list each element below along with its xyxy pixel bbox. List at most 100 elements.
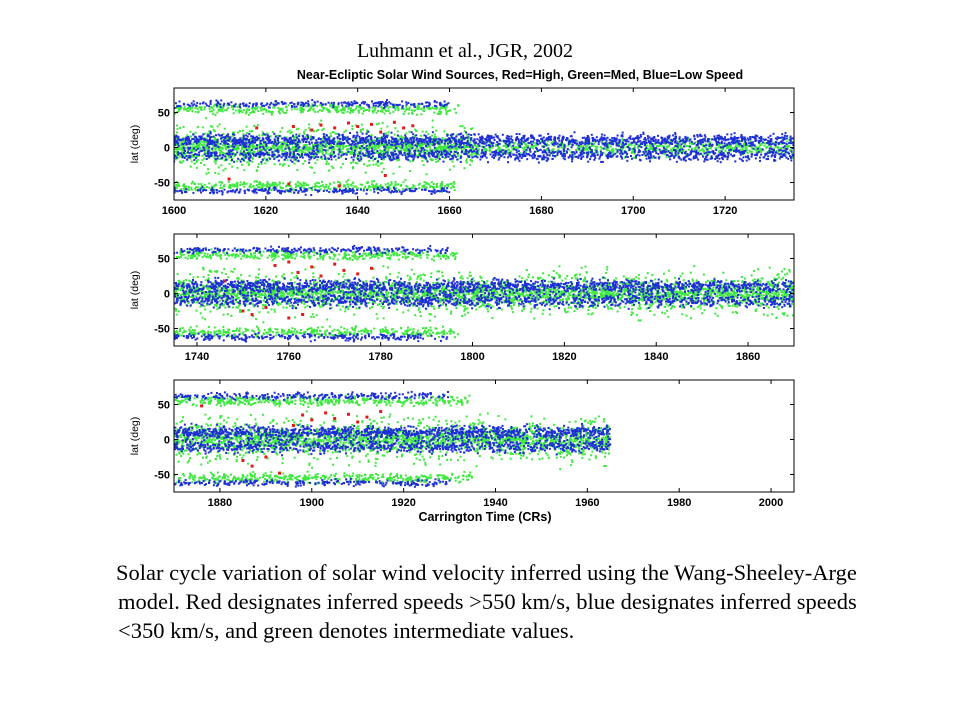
green-point	[438, 108, 441, 111]
green-point	[525, 146, 528, 149]
green-point	[177, 181, 180, 184]
blue-point	[203, 137, 206, 140]
blue-point	[267, 153, 269, 156]
green-point	[450, 187, 453, 189]
green-point	[436, 107, 439, 110]
blue-point	[553, 136, 556, 139]
green-point	[312, 108, 315, 111]
green-point	[182, 108, 185, 111]
blue-point	[560, 139, 563, 142]
blue-point	[724, 136, 726, 139]
blue-point	[581, 136, 584, 139]
blue-point	[770, 155, 773, 158]
blue-point	[185, 155, 188, 157]
blue-point	[376, 141, 379, 144]
blue-point	[638, 136, 641, 139]
green-point	[224, 146, 227, 149]
blue-point	[629, 135, 632, 138]
green-point	[406, 185, 409, 188]
blue-point	[458, 142, 461, 145]
green-point	[268, 151, 270, 154]
green-point	[185, 185, 188, 188]
green-point	[269, 146, 272, 149]
green-point	[632, 157, 635, 159]
green-point	[189, 108, 191, 111]
green-point	[272, 140, 275, 143]
blue-point	[454, 155, 457, 158]
green-point	[394, 127, 397, 130]
green-point	[219, 108, 222, 111]
blue-point	[277, 141, 280, 144]
green-point	[215, 138, 218, 141]
blue-point	[429, 138, 432, 140]
green-point	[265, 185, 268, 188]
green-point	[221, 148, 224, 150]
blue-point	[619, 139, 621, 142]
blue-point	[423, 156, 426, 159]
green-point	[334, 158, 337, 161]
green-point	[457, 144, 460, 147]
green-point	[337, 180, 339, 183]
blue-point	[358, 159, 361, 162]
green-point	[218, 147, 221, 150]
green-point	[282, 149, 285, 152]
blue-point	[414, 153, 416, 155]
green-point	[321, 153, 324, 156]
green-point	[236, 187, 239, 190]
green-point	[257, 163, 260, 166]
blue-point	[654, 148, 657, 150]
blue-point	[432, 151, 435, 154]
green-point	[299, 182, 302, 185]
green-point	[303, 186, 306, 189]
green-point	[398, 189, 400, 191]
green-point	[271, 183, 274, 185]
blue-point	[348, 143, 351, 146]
blue-point	[554, 141, 557, 144]
green-point	[256, 107, 258, 110]
green-point	[253, 187, 256, 190]
blue-point	[378, 152, 381, 155]
green-point	[365, 152, 368, 155]
green-point	[556, 150, 559, 153]
blue-point	[471, 156, 474, 159]
green-point	[366, 129, 369, 132]
green-point	[255, 180, 258, 183]
blue-point	[472, 139, 475, 142]
green-point	[328, 182, 331, 185]
blue-point	[695, 153, 698, 156]
blue-point	[654, 156, 657, 159]
green-point	[779, 147, 782, 150]
blue-point	[542, 136, 545, 139]
blue-point	[769, 140, 772, 143]
green-point	[580, 144, 582, 147]
blue-point	[763, 139, 766, 141]
blue-point	[502, 140, 505, 143]
green-point	[455, 111, 458, 114]
green-point	[378, 144, 381, 147]
blue-point	[485, 141, 488, 144]
blue-point	[440, 150, 443, 153]
blue-point	[693, 157, 696, 159]
blue-point	[265, 144, 268, 147]
green-point	[698, 149, 701, 152]
blue-point	[711, 143, 714, 146]
green-point	[354, 162, 357, 164]
blue-point	[615, 141, 618, 144]
green-point	[452, 165, 455, 168]
green-point	[451, 144, 454, 147]
green-point	[279, 130, 282, 133]
green-point	[682, 150, 685, 153]
blue-point	[693, 150, 696, 153]
blue-point	[467, 133, 470, 136]
blue-point	[501, 133, 504, 136]
blue-point	[436, 141, 439, 144]
blue-point	[208, 143, 210, 146]
blue-point	[209, 132, 212, 135]
green-point	[248, 130, 251, 133]
blue-point	[316, 144, 319, 147]
blue-point	[377, 154, 380, 157]
blue-point	[455, 142, 458, 145]
green-point	[394, 108, 397, 111]
blue-point	[490, 135, 493, 138]
blue-point	[336, 137, 339, 140]
